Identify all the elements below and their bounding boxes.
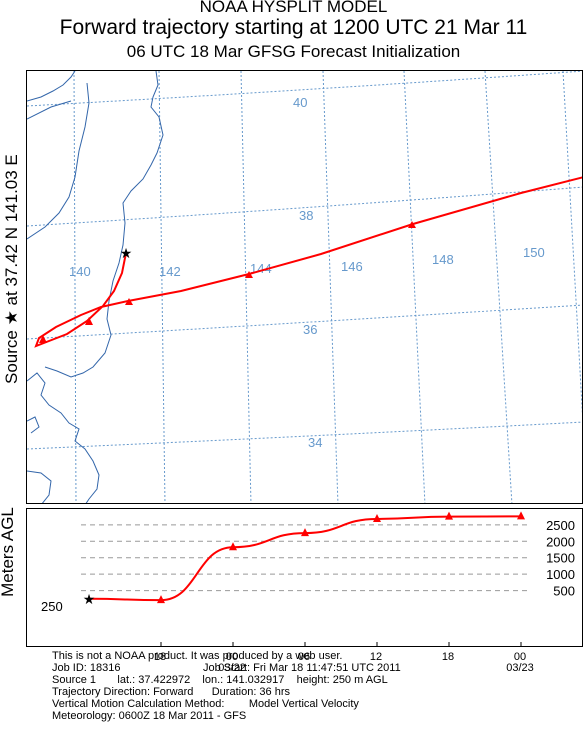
source-coords-text: Source 1 lat.: 37.422972 lon.: 141.03291…: [52, 673, 388, 686]
forecast-subtitle: 06 UTC 18 Mar GFSG Forecast Initializati…: [126, 42, 461, 61]
vertical-axis-label: Meters AGL: [0, 507, 17, 597]
trajectory-path: [34, 176, 582, 348]
lon-label-150: 150: [523, 245, 545, 260]
vertical-profile-panel: 500 1000 1500 2000 2500 ★ 250: [26, 508, 583, 647]
time-tick-label: 06: [298, 651, 310, 663]
disclaimer-text: This is not a NOAA product. It was produ…: [52, 650, 343, 662]
trajectory-markers: [39, 221, 416, 343]
height-marker: [517, 511, 525, 520]
lat-label-38: 38: [299, 208, 313, 223]
coastline: [27, 71, 164, 503]
vertical-motion-text: Vertical Motion Calculation Method: Mode…: [52, 697, 359, 710]
source-star-icon: ★: [120, 245, 133, 261]
height-marker: [229, 542, 237, 551]
height-tick-label: 1000: [546, 567, 575, 582]
time-tick-label: 12: [370, 651, 382, 663]
height-tick-label: 2000: [546, 534, 575, 549]
meteorology-text: Meteorology: 0600Z 18 Mar 2011 - GFS: [52, 709, 247, 722]
height-tick-label: 1500: [546, 551, 575, 566]
graticule: [27, 71, 582, 503]
model-title: NOAA HYSPLIT MODEL: [199, 0, 388, 16]
lon-label-148: 148: [432, 252, 454, 267]
job-info-footer: This is not a NOAA product. It was produ…: [52, 650, 401, 722]
date-label: 03/23: [506, 662, 534, 671]
map-canvas: 40 38 36 34 140 142 144 146 148 150 ★: [27, 71, 582, 503]
lon-label-142: 142: [159, 264, 181, 279]
job-id-text: Job ID: 18316 Job Start: Fri Mar 18 11:4…: [52, 661, 401, 674]
trajectory-title: Forward trajectory starting at 1200 UTC …: [59, 16, 528, 39]
time-tick-label: 18: [442, 651, 454, 663]
source-height-label: 250: [41, 599, 63, 614]
time-tick-label: 00: [226, 651, 238, 663]
source-location-label: Source ★ at 37.42 N 141.03 E: [2, 154, 21, 384]
lon-label-146: 146: [341, 259, 363, 274]
time-tick-label: 00: [514, 651, 526, 663]
height-marker: [445, 511, 453, 520]
height-tick-label: 2500: [546, 518, 575, 533]
height-marker: [301, 528, 309, 537]
date-label: 03/22: [218, 662, 246, 671]
height-marker: [157, 595, 165, 604]
lat-label-40: 40: [293, 95, 307, 110]
lat-label-34: 34: [308, 435, 322, 450]
height-marker: [373, 513, 381, 522]
lat-label-36: 36: [303, 322, 317, 337]
source-height-star-icon: ★: [83, 591, 96, 607]
time-tick-label: 18: [154, 651, 166, 663]
trajectory-map: 40 38 36 34 140 142 144 146 148 150 ★: [26, 70, 583, 504]
trajectory-direction-text: Trajectory Direction: Forward Duration: …: [52, 685, 291, 698]
height-tick-label: 500: [553, 584, 575, 599]
lon-label-140: 140: [69, 264, 91, 279]
